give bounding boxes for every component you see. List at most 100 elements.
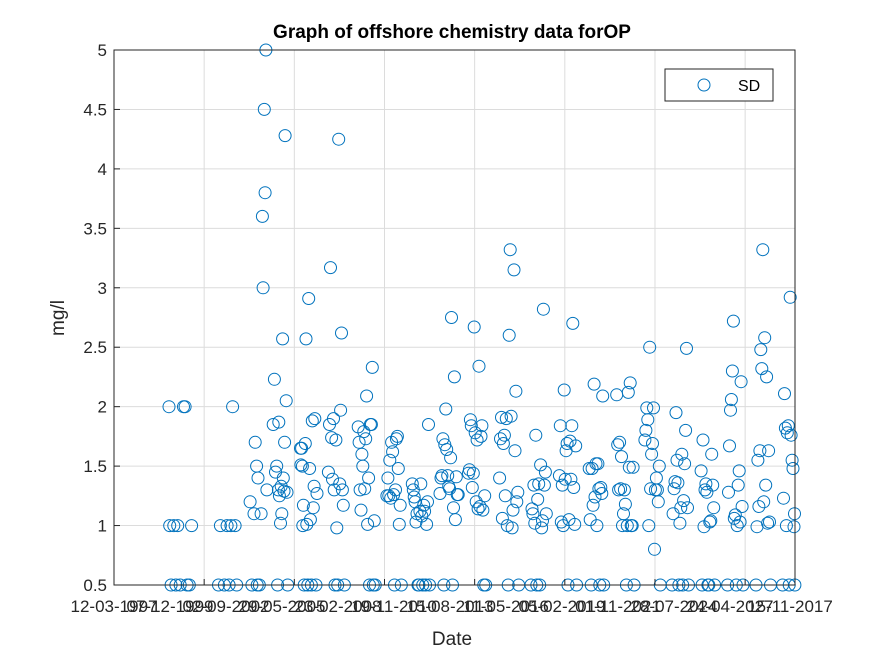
data-point — [330, 521, 344, 535]
data-point — [680, 341, 693, 355]
data-point — [669, 406, 683, 420]
data-point — [298, 437, 312, 450]
data-point — [478, 489, 492, 503]
data-point — [507, 263, 521, 277]
data-point — [529, 428, 543, 442]
data-point — [787, 520, 801, 534]
x-tick-label: 01-11-2021 — [575, 597, 661, 616]
data-point — [422, 418, 435, 431]
data-point — [554, 515, 568, 529]
data-point — [439, 402, 453, 416]
data-point — [178, 400, 192, 414]
y-tick-label: 1.5 — [83, 457, 107, 476]
data-point — [677, 494, 691, 508]
data-point — [335, 326, 348, 340]
data-point — [271, 483, 285, 497]
y-tick-label: 5 — [98, 41, 107, 60]
plot-area — [114, 50, 795, 585]
data-point — [163, 519, 177, 533]
data-point — [278, 129, 292, 143]
data-point — [698, 483, 712, 497]
data-point — [566, 316, 580, 330]
data-point — [781, 419, 795, 433]
data-point — [185, 519, 199, 533]
x-tick-label: 28-07-2024 — [631, 597, 718, 616]
data-point — [762, 444, 776, 458]
data-point — [761, 516, 775, 530]
data-point — [753, 444, 767, 458]
data-point — [623, 376, 637, 390]
data-point — [759, 478, 773, 492]
data-point — [332, 132, 346, 146]
data-point — [703, 515, 717, 529]
data-point — [327, 412, 340, 426]
data-point — [625, 519, 639, 533]
data-point — [280, 485, 294, 499]
data-point — [352, 435, 366, 449]
data-point — [326, 472, 339, 486]
data-point — [639, 423, 653, 437]
data-point — [730, 519, 744, 533]
data-point — [534, 458, 548, 472]
data-point — [626, 460, 640, 474]
data-point — [296, 498, 310, 512]
data-point — [384, 491, 398, 505]
data-point — [391, 462, 405, 475]
data-point — [228, 519, 242, 533]
data-point — [270, 459, 284, 473]
data-point — [509, 384, 523, 398]
data-point — [652, 459, 666, 473]
data-point — [756, 243, 770, 257]
y-tick-label: 4 — [98, 160, 107, 179]
legend-box — [664, 68, 774, 102]
data-point — [617, 507, 630, 521]
data-point — [420, 517, 434, 531]
data-point — [276, 332, 290, 346]
data-point — [361, 517, 375, 531]
x-tick-label: 12-03-1997 — [71, 597, 158, 616]
data-point — [359, 432, 373, 446]
data-point — [704, 514, 718, 528]
y-axis: 0.5 1 1.5 2 2.5 3 3.5 4 4.5 5 — [83, 41, 120, 595]
data-point — [679, 423, 693, 437]
data-point — [405, 477, 419, 491]
data-point — [464, 419, 478, 433]
data-point — [647, 401, 660, 415]
data-point — [620, 519, 634, 533]
data-point — [785, 453, 799, 467]
data-point — [751, 453, 765, 467]
data-point — [758, 331, 772, 345]
x-tick-label: 05-02-2019 — [519, 597, 606, 616]
data-point — [307, 479, 321, 493]
data-point — [723, 439, 736, 453]
data-point — [472, 359, 486, 373]
data-point — [504, 409, 518, 423]
data-point — [279, 394, 293, 408]
data-point — [463, 413, 477, 427]
data-point — [257, 102, 271, 116]
data-point — [567, 481, 581, 494]
legend: SD — [664, 68, 774, 102]
data-point — [367, 514, 381, 528]
data-point — [722, 485, 735, 499]
data-point — [354, 503, 368, 517]
data-point — [535, 521, 549, 535]
y-axis-label: mg/l — [48, 300, 69, 336]
y-tick-label: 0.5 — [83, 576, 107, 595]
data-point — [467, 320, 481, 334]
data-point — [417, 498, 431, 512]
data-point — [295, 441, 309, 455]
data-point — [587, 377, 601, 391]
data-point — [445, 311, 458, 324]
x-axis: 12-03-199707-12-199902-09-200229-05-2005… — [71, 579, 833, 616]
data-point — [528, 516, 542, 530]
x-tick-label: 15-11-2017 — [747, 597, 833, 616]
data-point — [247, 507, 261, 521]
data-point — [694, 464, 708, 478]
data-point — [728, 508, 742, 522]
x-tick-label: 24-04-2027 — [687, 597, 774, 616]
data-point — [565, 419, 579, 433]
data-point — [310, 487, 324, 500]
data-point — [622, 460, 636, 474]
data-point — [724, 393, 738, 406]
